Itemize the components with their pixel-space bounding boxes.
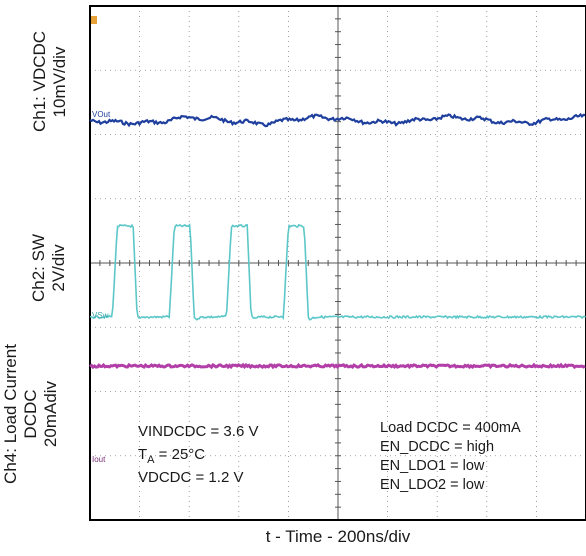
- annotation-en-dcdc: EN_DCDC = high: [380, 439, 494, 455]
- grid: [89, 5, 586, 520]
- ylabel-ch1: Ch1: VDCDC 10mV/div: [30, 30, 69, 132]
- ylabel-ch2: Ch2: SW 2V/div: [29, 233, 68, 303]
- x-axis-label: t - Time - 200ns/div: [265, 527, 411, 546]
- annotation-load: Load DCDC = 400mA: [380, 420, 521, 436]
- annotation-en-ldo2: EN_LDO2 = low: [380, 477, 485, 493]
- trigger-marker: [91, 16, 97, 24]
- annotation-vout: VDCDC = 1.2 V: [138, 469, 243, 486]
- trace-sw: [89, 223, 586, 321]
- marker-vout: VOut: [92, 110, 111, 119]
- plot-frame: [89, 5, 586, 521]
- ylabel-ch4: Ch4: Load Current DCDC 20mAdiv: [1, 344, 60, 484]
- trace-iout: [89, 362, 586, 370]
- trace-vout: [89, 112, 586, 128]
- marker-iout: Iout: [92, 455, 106, 464]
- annotation-en-ldo1: EN_LDO1 = low: [380, 458, 485, 474]
- annotation-left: VINDCDC = 3.6 V TA = 25°C VDCDC = 1.2 V: [138, 423, 258, 486]
- marker-vsw: VSw: [92, 311, 109, 320]
- annotation-vin: VINDCDC = 3.6 V: [138, 423, 258, 440]
- annotation-right: Load DCDC = 400mA EN_DCDC = high EN_LDO1…: [380, 420, 521, 493]
- annotation-ta: TA = 25°C: [138, 446, 205, 466]
